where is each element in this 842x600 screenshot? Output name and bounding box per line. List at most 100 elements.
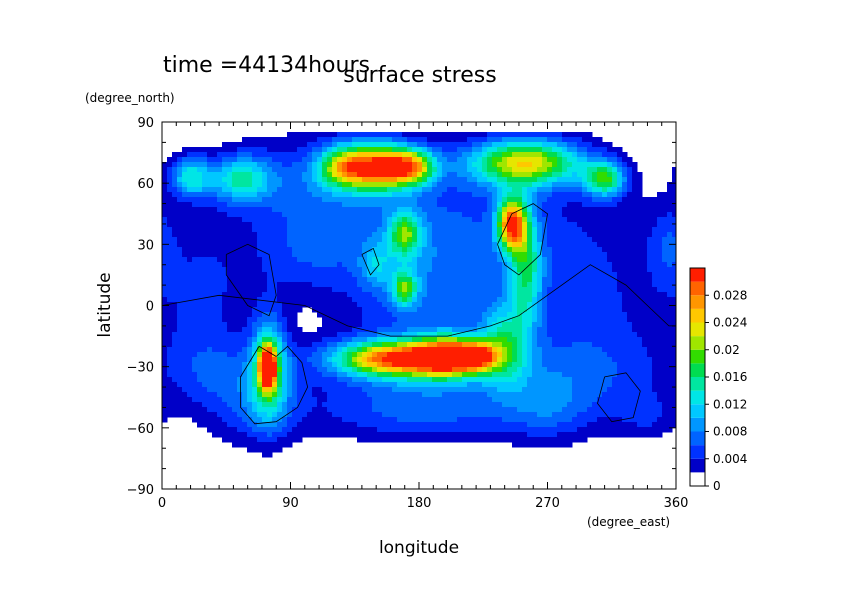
heatmap-cell bbox=[547, 292, 553, 298]
heatmap-cell bbox=[407, 152, 413, 158]
heatmap-cell bbox=[292, 217, 298, 223]
heatmap-cell bbox=[162, 222, 168, 228]
heatmap-cell bbox=[312, 337, 318, 343]
heatmap-cell bbox=[367, 297, 373, 303]
heatmap-cell bbox=[557, 197, 563, 203]
heatmap-cell bbox=[357, 302, 363, 308]
heatmap-cell bbox=[592, 342, 598, 348]
heatmap-cell bbox=[272, 207, 278, 213]
heatmap-cell bbox=[407, 182, 413, 188]
heatmap-cell bbox=[167, 262, 173, 268]
heatmap-cell bbox=[282, 207, 288, 213]
heatmap-cell bbox=[522, 257, 528, 263]
heatmap-cell bbox=[507, 302, 513, 308]
heatmap-cell bbox=[337, 257, 343, 263]
heatmap-cell bbox=[292, 227, 298, 233]
heatmap-cell bbox=[192, 172, 198, 178]
heatmap-cell bbox=[372, 307, 378, 313]
heatmap-cell bbox=[522, 352, 528, 358]
heatmap-cell bbox=[312, 362, 318, 368]
heatmap-cell bbox=[442, 177, 448, 183]
heatmap-cell bbox=[612, 217, 618, 223]
heatmap-cell bbox=[647, 352, 653, 358]
heatmap-cell bbox=[367, 307, 373, 313]
heatmap-cell bbox=[172, 322, 178, 328]
heatmap-cell bbox=[227, 152, 233, 158]
heatmap-cell bbox=[597, 137, 603, 143]
heatmap-cell bbox=[327, 352, 333, 358]
heatmap-cell bbox=[427, 177, 433, 183]
heatmap-cell bbox=[472, 197, 478, 203]
heatmap-cell bbox=[467, 352, 473, 358]
heatmap-cell bbox=[207, 147, 213, 153]
heatmap-cell bbox=[257, 272, 263, 278]
heatmap-cell bbox=[427, 142, 433, 148]
heatmap-cell bbox=[212, 187, 218, 193]
heatmap-cell bbox=[322, 212, 328, 218]
heatmap-cell bbox=[607, 342, 613, 348]
heatmap-cell bbox=[587, 157, 593, 163]
heatmap-cell bbox=[517, 152, 523, 158]
heatmap-cell bbox=[632, 167, 638, 173]
heatmap-cell bbox=[267, 352, 273, 358]
heatmap-cell bbox=[547, 227, 553, 233]
heatmap-cell bbox=[212, 197, 218, 203]
heatmap-cell bbox=[202, 177, 208, 183]
heatmap-cell bbox=[292, 247, 298, 253]
heatmap-cell bbox=[647, 292, 653, 298]
heatmap-cell bbox=[217, 272, 223, 278]
heatmap-cell bbox=[507, 242, 513, 248]
heatmap-cell bbox=[217, 282, 223, 288]
heatmap-cell bbox=[657, 222, 663, 228]
heatmap-cell bbox=[217, 187, 223, 193]
heatmap-cell bbox=[227, 162, 233, 168]
heatmap-cell bbox=[317, 152, 323, 158]
heatmap-cell bbox=[207, 162, 213, 168]
heatmap-cell bbox=[557, 257, 563, 263]
heatmap-cell bbox=[457, 292, 463, 298]
heatmap-cell bbox=[352, 312, 358, 318]
heatmap-cell bbox=[272, 352, 278, 358]
heatmap-cell bbox=[617, 352, 623, 358]
heatmap-cell bbox=[457, 262, 463, 268]
heatmap-cell bbox=[412, 267, 418, 273]
heatmap-cell bbox=[322, 162, 328, 168]
heatmap-cell bbox=[572, 327, 578, 333]
heatmap-cell bbox=[567, 172, 573, 178]
heatmap-cell bbox=[182, 377, 188, 383]
heatmap-cell bbox=[367, 292, 373, 298]
heatmap-cell bbox=[177, 292, 183, 298]
heatmap-cell bbox=[622, 152, 628, 158]
heatmap-cell bbox=[262, 237, 268, 243]
heatmap-cell bbox=[547, 322, 553, 328]
heatmap-cell bbox=[582, 362, 588, 368]
heatmap-cell bbox=[232, 287, 238, 293]
heatmap-cell bbox=[627, 312, 633, 318]
heatmap-cell bbox=[162, 292, 168, 298]
heatmap-cell bbox=[372, 362, 378, 368]
heatmap-cell bbox=[422, 312, 428, 318]
heatmap-cell bbox=[327, 312, 333, 318]
heatmap-cell bbox=[557, 242, 563, 248]
heatmap-cell bbox=[462, 202, 468, 208]
heatmap-cell bbox=[182, 252, 188, 258]
heatmap-cell bbox=[487, 277, 493, 283]
heatmap-cell bbox=[242, 312, 248, 318]
heatmap-cell bbox=[417, 152, 423, 158]
heatmap-cell bbox=[547, 267, 553, 273]
heatmap-cell bbox=[217, 312, 223, 318]
heatmap-cell bbox=[542, 342, 548, 348]
heatmap-cell bbox=[247, 237, 253, 243]
heatmap-cell bbox=[347, 277, 353, 283]
heatmap-cell bbox=[302, 212, 308, 218]
heatmap-cell bbox=[547, 302, 553, 308]
heatmap-cell bbox=[367, 162, 373, 168]
heatmap-cell bbox=[337, 152, 343, 158]
heatmap-cell bbox=[572, 302, 578, 308]
heatmap-cell bbox=[607, 267, 613, 273]
heatmap-cell bbox=[207, 197, 213, 203]
heatmap-cell bbox=[612, 247, 618, 253]
heatmap-cell bbox=[277, 172, 283, 178]
heatmap-cell bbox=[207, 322, 213, 328]
heatmap-cell bbox=[482, 147, 488, 153]
